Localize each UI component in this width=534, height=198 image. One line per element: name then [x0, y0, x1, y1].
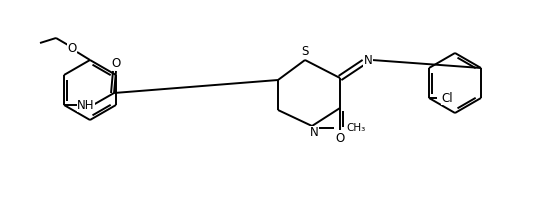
Text: NH: NH: [77, 98, 95, 111]
Text: O: O: [67, 42, 76, 54]
Text: N: N: [364, 53, 372, 67]
Text: N: N: [310, 127, 318, 140]
Text: CH₃: CH₃: [346, 123, 365, 133]
Text: O: O: [112, 56, 121, 69]
Text: S: S: [301, 45, 309, 57]
Text: Cl: Cl: [441, 91, 453, 105]
Text: O: O: [335, 131, 344, 145]
